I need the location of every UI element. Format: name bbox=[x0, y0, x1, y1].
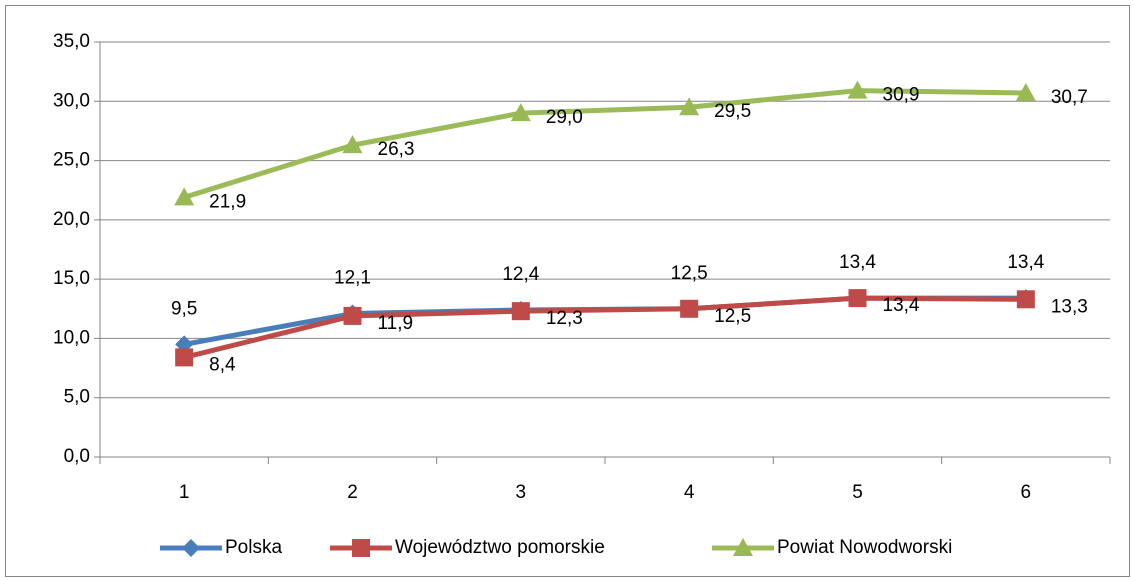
marker bbox=[342, 135, 363, 154]
marker bbox=[182, 539, 200, 557]
data-label: 12,5 bbox=[671, 263, 708, 284]
marker bbox=[174, 187, 195, 206]
y-tick-label: 10,0 bbox=[53, 327, 90, 348]
marker bbox=[510, 103, 531, 122]
data-label: 30,9 bbox=[883, 85, 920, 106]
marker bbox=[733, 538, 753, 556]
data-label: 29,5 bbox=[714, 101, 751, 122]
legend-label: Polska bbox=[225, 537, 282, 558]
marker bbox=[1016, 290, 1035, 309]
y-tick-label: 20,0 bbox=[53, 209, 90, 230]
y-tick-label: 30,0 bbox=[53, 90, 90, 111]
data-label: 26,3 bbox=[378, 139, 415, 160]
data-label: 13,4 bbox=[883, 295, 920, 316]
marker bbox=[679, 97, 700, 116]
marker bbox=[848, 289, 867, 308]
data-label: 21,9 bbox=[209, 191, 246, 212]
y-tick-label: 5,0 bbox=[64, 387, 90, 408]
marker bbox=[511, 302, 530, 321]
data-label: 12,5 bbox=[714, 306, 751, 327]
marker bbox=[847, 80, 868, 99]
marker bbox=[175, 348, 194, 367]
marker bbox=[680, 299, 699, 318]
y-tick-label: 0,0 bbox=[64, 446, 90, 467]
data-label: 13,3 bbox=[1051, 296, 1088, 317]
data-label: 12,3 bbox=[546, 308, 583, 329]
x-tick-label: 1 bbox=[179, 482, 190, 503]
x-tick-label: 6 bbox=[1021, 482, 1032, 503]
legend-label: Powiat Nowodworski bbox=[777, 537, 952, 558]
x-tick-label: 2 bbox=[347, 482, 358, 503]
x-tick-label: 4 bbox=[684, 482, 695, 503]
y-tick-label: 25,0 bbox=[53, 150, 90, 171]
y-tick-label: 35,0 bbox=[53, 31, 90, 52]
data-label: 8,4 bbox=[209, 354, 236, 375]
y-tick-label: 15,0 bbox=[53, 268, 90, 289]
legend-label: Województwo pomorskie bbox=[395, 537, 605, 558]
marker bbox=[352, 539, 370, 557]
chart-frame bbox=[5, 5, 1130, 577]
marker bbox=[343, 306, 362, 325]
series-line bbox=[183, 88, 1026, 200]
data-label: 12,1 bbox=[334, 268, 371, 289]
data-label: 12,4 bbox=[502, 264, 539, 285]
x-tick-label: 3 bbox=[516, 482, 527, 503]
data-label: 11,9 bbox=[378, 313, 414, 334]
marker bbox=[1015, 82, 1036, 101]
x-tick-label: 5 bbox=[852, 482, 863, 503]
data-label: 13,4 bbox=[839, 252, 876, 273]
data-label: 9,5 bbox=[171, 298, 197, 319]
data-label: 29,0 bbox=[546, 107, 583, 128]
series-line bbox=[183, 295, 1026, 360]
data-label: 30,7 bbox=[1051, 87, 1088, 108]
data-label: 13,4 bbox=[1007, 252, 1044, 273]
